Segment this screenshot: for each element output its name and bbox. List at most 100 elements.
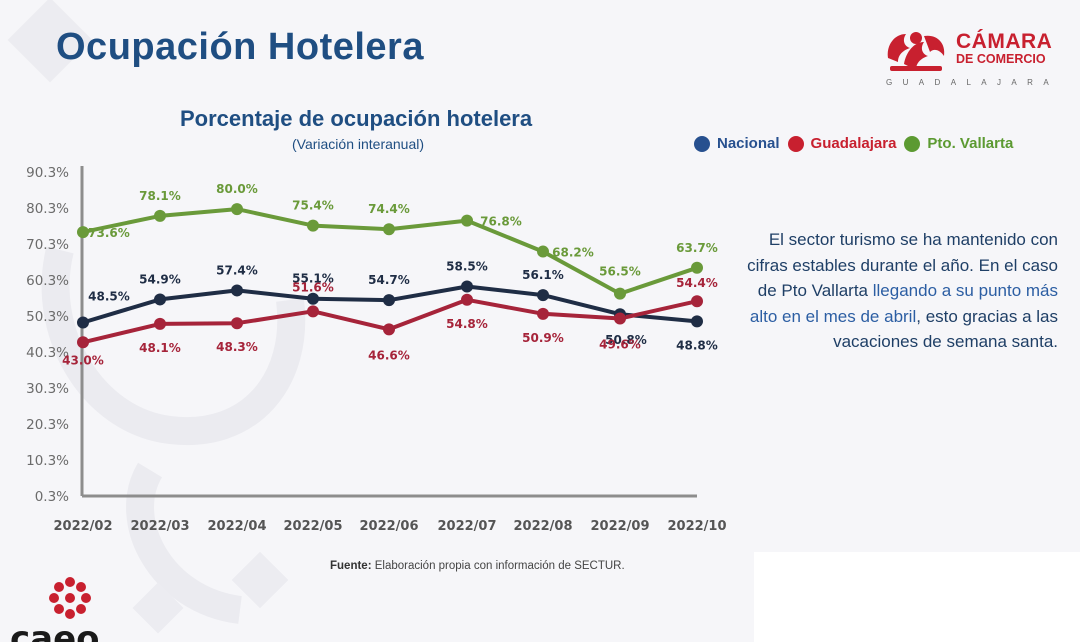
y-tick-label: 90.3% bbox=[26, 165, 69, 181]
data-point-guadalajara bbox=[154, 317, 166, 330]
data-label-nacional: 54.9% bbox=[139, 272, 181, 286]
y-tick-label: 30.3% bbox=[26, 381, 69, 397]
commentary-highlight: llegando a su punto más alto en el mes d… bbox=[749, 281, 1058, 326]
data-point-guadalajara bbox=[691, 295, 703, 308]
data-point-guadalajara bbox=[231, 317, 243, 330]
commentary-part-1: El sector turismo se ha mantenido con ci… bbox=[747, 230, 1058, 300]
commentary-text: El sector turismo se ha mantenido con ci… bbox=[742, 227, 1058, 355]
legend-label-nacional: Nacional bbox=[717, 135, 780, 152]
caeo-wordmark: caeo bbox=[10, 619, 100, 642]
data-point-nacional bbox=[231, 284, 243, 297]
legend-dot-guadalajara bbox=[787, 135, 804, 152]
brand-line-3: GUADALAJARA bbox=[886, 78, 1060, 87]
data-point-guadalajara bbox=[461, 293, 473, 306]
legend-label-pto-vallarta: Pto. Vallarta bbox=[927, 135, 1014, 152]
y-tick-label: 50.3% bbox=[26, 309, 69, 325]
y-tick-label: 0.3% bbox=[35, 489, 69, 505]
data-label-guadalajara: 48.1% bbox=[139, 341, 181, 355]
data-point-pto-vallarta bbox=[537, 245, 549, 258]
data-label-pto-vallarta: 76.8% bbox=[480, 215, 522, 229]
data-point-guadalajara bbox=[537, 307, 549, 320]
data-point-pto-vallarta bbox=[231, 203, 243, 216]
x-tick-label: 2022/07 bbox=[437, 519, 496, 534]
data-label-nacional: 58.5% bbox=[446, 259, 488, 273]
data-point-pto-vallarta bbox=[77, 226, 89, 239]
data-point-pto-vallarta bbox=[154, 209, 166, 222]
x-tick-label: 2022/06 bbox=[359, 519, 418, 534]
data-label-pto-vallarta: 73.6% bbox=[88, 226, 130, 240]
data-label-guadalajara: 48.3% bbox=[216, 340, 258, 354]
y-tick-label: 60.3% bbox=[26, 273, 69, 289]
y-tick-label: 40.3% bbox=[26, 345, 69, 361]
data-label-pto-vallarta: 80.0% bbox=[216, 182, 258, 196]
data-label-guadalajara: 43.0% bbox=[62, 353, 104, 367]
data-label-pto-vallarta: 63.7% bbox=[676, 241, 718, 255]
data-label-guadalajara: 51.6% bbox=[292, 280, 334, 294]
source-text: Elaboración propia con información de SE… bbox=[374, 560, 625, 572]
data-point-pto-vallarta bbox=[461, 214, 473, 227]
source-note: Fuente: Elaboración propia con informaci… bbox=[330, 560, 625, 572]
y-tick-label: 80.3% bbox=[26, 201, 69, 217]
chart-legend: Nacional Guadalajara Pto. Vallarta bbox=[694, 135, 1021, 152]
data-label-guadalajara: 49.6% bbox=[599, 338, 641, 352]
data-point-guadalajara bbox=[383, 323, 395, 336]
data-label-guadalajara: 50.9% bbox=[522, 331, 564, 345]
x-tick-label: 2022/04 bbox=[207, 519, 266, 534]
legend-dot-nacional bbox=[694, 135, 710, 152]
data-label-nacional: 48.8% bbox=[676, 338, 718, 352]
legend-item-guadalajara: Guadalajara bbox=[787, 135, 897, 152]
data-label-nacional: 56.1% bbox=[522, 268, 564, 282]
data-point-nacional bbox=[691, 315, 703, 328]
commentary-part-2: , esto gracias a las vacaciones de seman… bbox=[833, 306, 1058, 352]
camara-emblem-icon bbox=[887, 32, 945, 71]
y-tick-label: 20.3% bbox=[26, 417, 69, 433]
chart-subtitle: (Variación interanual) bbox=[292, 136, 425, 152]
chart-title: Porcentaje de ocupación hotelera bbox=[180, 106, 533, 131]
x-tick-label: 2022/02 bbox=[53, 519, 112, 534]
brand-line-2: DE COMERCIO bbox=[956, 52, 1046, 66]
data-point-nacional bbox=[154, 293, 166, 306]
data-label-nacional: 55.1% bbox=[292, 272, 334, 286]
data-label-nacional: 57.4% bbox=[216, 263, 258, 277]
x-tick-label: 2022/05 bbox=[283, 519, 342, 534]
white-panel bbox=[754, 552, 1080, 642]
data-label-pto-vallarta: 56.5% bbox=[599, 265, 641, 279]
data-label-pto-vallarta: 78.1% bbox=[139, 189, 181, 203]
data-point-pto-vallarta bbox=[691, 261, 703, 274]
legend-item-pto-vallarta: Pto. Vallarta bbox=[904, 135, 1013, 152]
legend-item-nacional: Nacional bbox=[694, 135, 780, 152]
data-label-guadalajara: 54.8% bbox=[446, 317, 488, 331]
data-point-guadalajara bbox=[307, 305, 319, 318]
data-label-nacional: 50.8% bbox=[605, 333, 647, 347]
x-tick-label: 2022/03 bbox=[130, 519, 189, 534]
data-point-pto-vallarta bbox=[614, 287, 626, 300]
flower-icon bbox=[49, 577, 91, 619]
caeo-logo: caeo bbox=[10, 577, 100, 642]
data-label-guadalajara: 54.4% bbox=[676, 276, 718, 290]
y-tick-label: 10.3% bbox=[26, 453, 69, 469]
data-point-nacional bbox=[537, 289, 549, 302]
data-label-nacional: 54.7% bbox=[368, 273, 410, 287]
legend-dot-pto-vallarta bbox=[904, 135, 921, 152]
data-point-nacional bbox=[307, 292, 319, 305]
data-point-nacional bbox=[383, 294, 395, 307]
legend-label-guadalajara: Guadalajara bbox=[810, 135, 897, 152]
camara-de-comercio-logo: CÁMARA DE COMERCIO GUADALAJARA bbox=[884, 28, 1059, 92]
data-point-nacional bbox=[77, 316, 89, 329]
data-label-pto-vallarta: 68.2% bbox=[552, 246, 594, 260]
data-point-nacional bbox=[461, 280, 473, 293]
x-tick-label: 2022/08 bbox=[513, 519, 572, 534]
data-label-pto-vallarta: 74.4% bbox=[368, 202, 410, 216]
data-label-nacional: 48.5% bbox=[88, 289, 130, 303]
y-tick-label: 70.3% bbox=[26, 237, 69, 253]
data-point-guadalajara bbox=[614, 312, 626, 325]
occupancy-line-chart: 0.3% 10.3% 20.3% 30.3% 40.3% 50.3% 60.3% 70.3% 8… bbox=[26, 165, 726, 534]
data-point-pto-vallarta bbox=[383, 223, 395, 236]
data-label-guadalajara: 46.6% bbox=[368, 348, 410, 362]
page-title: Ocupación Hotelera bbox=[56, 26, 424, 68]
data-label-pto-vallarta: 75.4% bbox=[292, 199, 334, 213]
brand-line-1: CÁMARA bbox=[956, 30, 1053, 53]
data-point-guadalajara bbox=[77, 336, 89, 349]
x-tick-label: 2022/09 bbox=[590, 519, 649, 534]
